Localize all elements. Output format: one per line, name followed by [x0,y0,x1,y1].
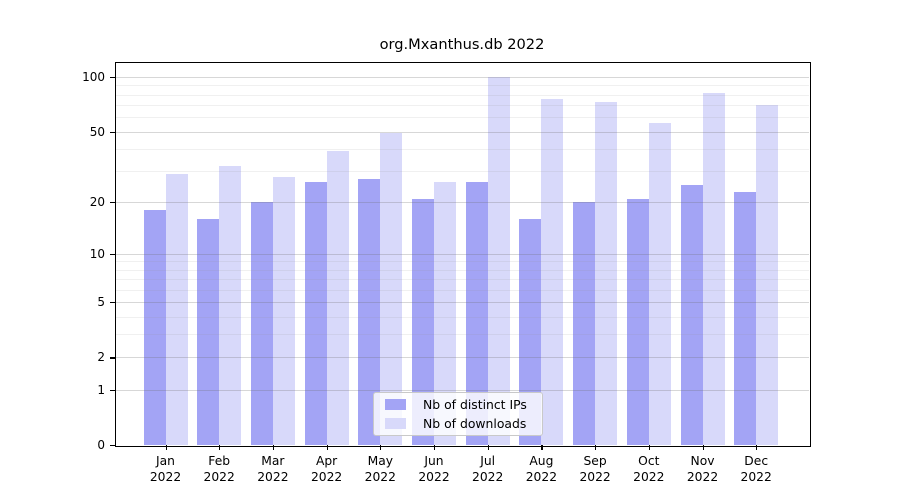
x-tick-label-oct: Oct 2022 [633,454,665,484]
y-tick-mark-100 [110,77,115,79]
y-tick-mark-5 [110,302,115,304]
bar-distinct-ips-dec [734,191,757,445]
y-tick-mark-20 [110,202,115,204]
y-tick-mark-10 [110,253,115,255]
bar-downloads-feb [219,166,242,445]
bar-distinct-ips-nov [680,185,703,445]
y-tick-label-50: 50 [89,124,105,139]
gridline-minor-7 [115,279,809,281]
y-tick-mark-2 [110,357,115,359]
bar-downloads-sep [595,101,618,445]
x-tick-label-may: May 2022 [364,454,396,484]
gridline-major-2 [115,357,809,359]
x-tick-label-nov: Nov 2022 [686,454,719,484]
x-tick-mark-jan [165,445,167,450]
x-tick-label-aug: Aug 2022 [525,454,558,484]
y-tick-label-5: 5 [97,295,105,310]
y-tick-label-1: 1 [97,382,105,397]
gridline-minor-8 [115,269,809,271]
bar-downloads-oct [648,122,671,445]
x-tick-label-jun: Jun 2022 [418,454,450,484]
x-tick-label-feb: Feb 2022 [203,454,235,484]
bar-distinct-ips-sep [573,202,596,445]
chart-title: org.Mxanthus.db 2022 [379,36,545,53]
bar-distinct-ips-oct [626,198,649,445]
x-tick-mark-mar [272,445,275,450]
y-tick-label-10: 10 [89,246,105,261]
gridline-minor-3 [115,334,809,336]
x-tick-label-jan: Jan 2022 [149,454,182,484]
legend-swatch-distinct-ips [385,399,406,411]
x-tick-mark-may [380,445,382,450]
bar-distinct-ips-apr [304,182,327,445]
x-tick-mark-dec [756,445,758,450]
bar-distinct-ips-jun [412,198,434,445]
legend-row-downloads: Nb of downloads [374,415,542,432]
gridline-minor-40 [115,148,809,150]
x-tick-mark-aug [541,445,543,450]
x-tick-mark-jul [487,445,489,450]
gridline-major-1 [115,389,809,391]
bar-distinct-ips-jan [143,210,166,445]
x-tick-mark-jun [434,445,436,450]
bar-distinct-ips-aug [519,219,542,445]
bar-distinct-ips-mar [250,202,273,445]
x-tick-mark-sep [595,445,597,450]
gridline-minor-6 [115,289,809,291]
legend-swatch-downloads [385,417,406,429]
bar-downloads-aug [541,98,564,445]
y-tick-mark-50 [110,131,115,133]
x-tick-label-apr: Apr 2022 [310,454,343,484]
bar-distinct-ips-feb [197,219,220,445]
x-tick-label-jul: Jul 2022 [472,454,504,484]
bar-downloads-nov [702,92,725,445]
legend-label-distinct-ips: Nb of distinct IPs [423,397,527,413]
y-tick-mark-1 [110,389,115,391]
bar-downloads-dec [756,105,779,445]
bar-downloads-may [380,133,403,445]
plot-area [115,62,809,445]
gridline-major-50 [115,131,809,133]
bar-downloads-apr [326,150,349,445]
gridline-minor-9 [115,261,809,263]
legend-label-downloads: Nb of downloads [423,415,527,431]
gridline-major-10 [115,253,809,255]
y-tick-label-100: 100 [82,70,105,85]
gridline-minor-70 [115,105,809,107]
gridline-major-5 [115,302,809,304]
x-tick-label-dec: Dec 2022 [740,454,772,484]
bar-distinct-ips-jul [465,182,488,445]
legend-box: Nb of distinct IPs Nb of downloads [373,392,543,436]
bar-downloads-jul [487,77,510,445]
bar-downloads-jan [165,173,188,445]
gridline-minor-4 [115,316,809,318]
legend-row-distinct-ips: Nb of distinct IPs [374,396,542,413]
x-tick-mark-apr [326,445,328,450]
y-tick-label-20: 20 [89,195,105,210]
bar-distinct-ips-may [358,179,381,445]
bar-downloads-jun [434,182,456,445]
gridline-minor-60 [115,117,809,119]
bar-downloads-mar [272,176,295,445]
y-tick-label-0: 0 [97,438,105,452]
gridline-minor-90 [115,85,809,87]
x-tick-mark-nov [702,445,704,450]
gridline-minor-30 [115,171,809,173]
x-tick-mark-oct [648,445,650,450]
y-tick-label-2: 2 [97,350,105,365]
x-tick-label-mar: Mar 2022 [257,454,289,484]
gridline-major-20 [115,202,809,204]
gridline-minor-80 [115,94,809,96]
x-tick-label-sep: Sep 2022 [579,454,611,484]
x-tick-mark-feb [219,445,221,450]
y-tick-mark-0 [110,445,115,447]
gridline-major-100 [115,77,809,79]
